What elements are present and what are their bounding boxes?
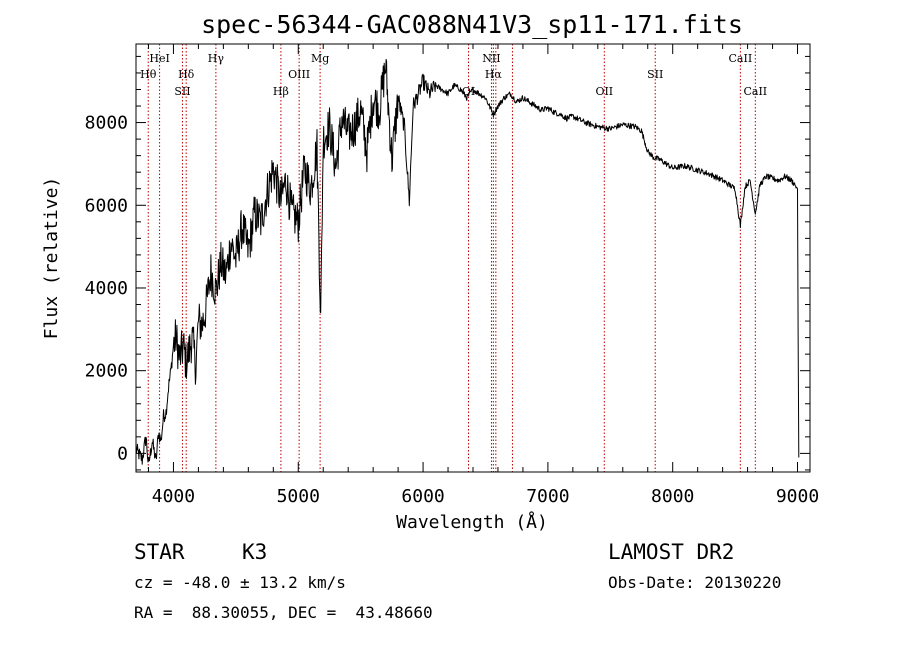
x-tick-label-1: 5000	[277, 486, 320, 507]
y-tick-label-3: 6000	[85, 195, 128, 216]
marker-label-0: Hθ	[140, 68, 157, 81]
marker-label-16: CaII	[743, 85, 767, 98]
marker-label-13: OII	[595, 85, 613, 98]
marker-label-2: SII	[174, 85, 190, 98]
x-axis: 4000 5000 6000 7000 8000 9000	[147, 44, 819, 507]
y-tick-label-1: 2000	[85, 361, 128, 382]
marker-label-14: SII	[647, 68, 663, 81]
x-tick-label-2: 6000	[401, 486, 444, 507]
coordinates: RA = 88.30055, DEC = 43.48660	[134, 603, 433, 622]
survey-name: LAMOST DR2	[608, 540, 735, 564]
marker-label-5: Hβ	[273, 85, 289, 98]
x-tick-label-5: 9000	[776, 486, 819, 507]
redshift-info: cz = -48.0 ± 13.2 km/s	[134, 573, 346, 592]
x-tick-label-4: 8000	[651, 486, 694, 507]
marker-label-7: Mg	[311, 52, 329, 65]
marker-label-15: CaII	[729, 52, 753, 65]
marker-label-6: OIII	[288, 68, 310, 81]
y-axis-label: Flux (relative)	[41, 177, 62, 340]
y-tick-label-0: 0	[117, 443, 128, 464]
y-tick-label-2: 4000	[85, 278, 128, 299]
marker-label-10: Hα	[485, 68, 503, 81]
spectrum-series	[135, 58, 800, 465]
spectral-line-markers: HθHeISIIHδHγHβOIIIMgOINIIHαOIISIICaIICaI…	[140, 44, 767, 472]
marker-label-4: Hγ	[208, 52, 225, 65]
x-tick-label-0: 4000	[152, 486, 195, 507]
marker-label-3: Hδ	[178, 68, 195, 81]
spectrum-line-0	[135, 58, 800, 465]
marker-label-1: HeI	[149, 52, 169, 65]
y-tick-label-4: 8000	[85, 113, 128, 134]
object-class: STAR	[134, 540, 185, 564]
object-subclass: K3	[242, 540, 268, 564]
marker-label-9: NII	[482, 52, 500, 65]
chart-title: spec-56344-GAC088N41V3_sp11-171.fits	[201, 10, 743, 39]
obs-date: Obs-Date: 20130220	[608, 573, 782, 592]
plot-frame	[135, 43, 811, 473]
x-tick-label-3: 7000	[526, 486, 569, 507]
x-axis-label: Wavelength (Å)	[396, 511, 548, 533]
y-axis: 0 2000 4000 6000 8000	[85, 55, 810, 471]
